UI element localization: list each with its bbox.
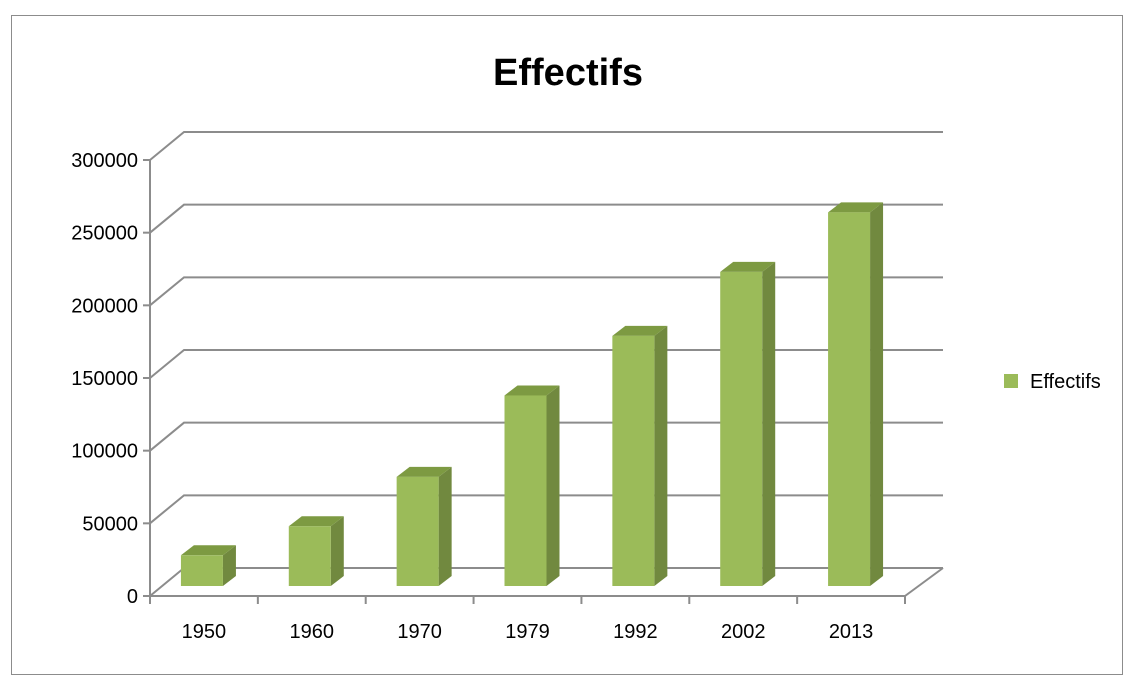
bar-side bbox=[654, 325, 668, 586]
bar-side bbox=[222, 545, 236, 586]
bar-top bbox=[612, 325, 668, 336]
gridline bbox=[149, 131, 943, 161]
bar-top bbox=[828, 202, 884, 213]
bar-1960 bbox=[288, 516, 344, 586]
axes: 0 50000 100000 150000 200000 250000 300000 1950… bbox=[71, 150, 906, 643]
gridline bbox=[149, 349, 943, 379]
bar-side bbox=[870, 202, 884, 586]
bar-front bbox=[612, 335, 655, 586]
bar-2002 bbox=[720, 261, 776, 586]
bar-1950 bbox=[180, 545, 236, 586]
x-tick-label: 2002 bbox=[721, 621, 766, 643]
y-tick-label: 0 bbox=[127, 586, 138, 608]
bar-top bbox=[720, 261, 776, 272]
bar-front bbox=[828, 212, 871, 586]
bar-2013 bbox=[828, 202, 884, 586]
x-tick-label: 1960 bbox=[290, 621, 335, 643]
gridline bbox=[149, 276, 943, 307]
bar-side bbox=[546, 385, 560, 586]
bar-1970 bbox=[396, 466, 452, 586]
legend-label: Effectifs bbox=[1030, 371, 1101, 393]
grid bbox=[149, 131, 944, 597]
y-tick-label: 150000 bbox=[71, 368, 138, 390]
bar-top bbox=[180, 545, 236, 556]
bar-chart: Effectifs 0 50000 100000 150000 200000 250000… bbox=[71, 52, 1101, 643]
bar-front bbox=[504, 395, 547, 586]
bars bbox=[180, 202, 884, 586]
x-tick-label: 1970 bbox=[397, 621, 442, 643]
y-tick-label: 250000 bbox=[71, 223, 138, 245]
bar-side bbox=[762, 261, 776, 586]
y-tick-label: 300000 bbox=[71, 150, 138, 172]
x-tick-label: 1992 bbox=[613, 621, 658, 643]
bar-front bbox=[180, 555, 223, 586]
bar-top bbox=[288, 516, 344, 527]
legend: Effectifs bbox=[1004, 371, 1101, 393]
chart-title: Effectifs bbox=[493, 52, 643, 94]
y-tick-label: 200000 bbox=[71, 295, 138, 317]
bar-1992 bbox=[612, 325, 668, 586]
x-tick-label: 1979 bbox=[505, 621, 550, 643]
gridline bbox=[149, 421, 943, 452]
floor-edge bbox=[904, 567, 944, 597]
chart-container: Effectifs 0 50000 100000 150000 200000 250000… bbox=[11, 15, 1123, 675]
bar-side bbox=[330, 516, 344, 586]
x-tick-label: 2013 bbox=[829, 621, 874, 643]
bar-front bbox=[396, 476, 439, 586]
gridline bbox=[149, 203, 943, 234]
bar-side bbox=[438, 466, 452, 586]
bar-top bbox=[396, 466, 452, 477]
x-tick-label: 1950 bbox=[182, 621, 227, 643]
bar-front bbox=[720, 271, 763, 586]
gridline bbox=[149, 494, 943, 525]
legend-swatch bbox=[1004, 374, 1018, 388]
bar-1979 bbox=[504, 385, 560, 586]
bar-top bbox=[504, 385, 560, 396]
bar-front bbox=[288, 526, 331, 586]
y-tick-label: 100000 bbox=[71, 441, 138, 463]
y-tick-label: 50000 bbox=[82, 513, 138, 535]
